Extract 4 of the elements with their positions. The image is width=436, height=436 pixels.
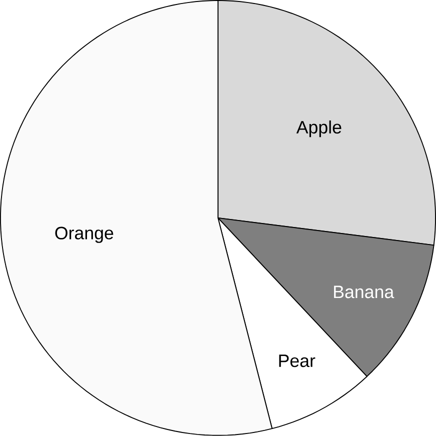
slice-label: Orange — [55, 226, 114, 243]
slice-label: Pear — [279, 354, 316, 368]
slice-label: Banana — [334, 286, 394, 298]
slice-label: Apple — [296, 120, 342, 138]
